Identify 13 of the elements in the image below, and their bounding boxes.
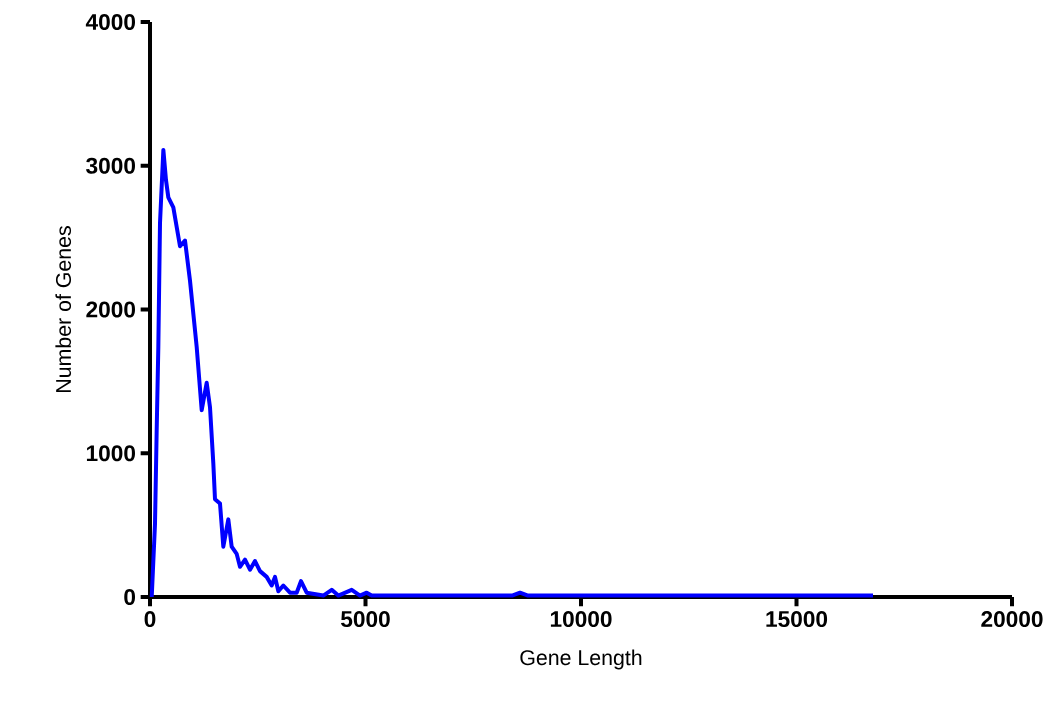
x-tick-label: 0	[144, 611, 156, 628]
line-series	[149, 147, 876, 599]
y-axis-title: Number of Genes	[55, 226, 72, 392]
y-tick-label: 3000	[86, 157, 136, 174]
x-tick-label: 20000	[981, 611, 1043, 628]
x-tick-label: 15000	[766, 611, 828, 628]
x-tick-label: 10000	[550, 611, 612, 628]
y-tick-label: 2000	[86, 301, 136, 318]
y-tick-label: 4000	[85, 13, 136, 31]
x-axis-title: Gene Length	[520, 649, 642, 670]
y-tick-label: 1000	[86, 445, 136, 462]
x-tick-label: 5000	[340, 611, 390, 628]
y-tick-label: 0	[124, 588, 136, 606]
